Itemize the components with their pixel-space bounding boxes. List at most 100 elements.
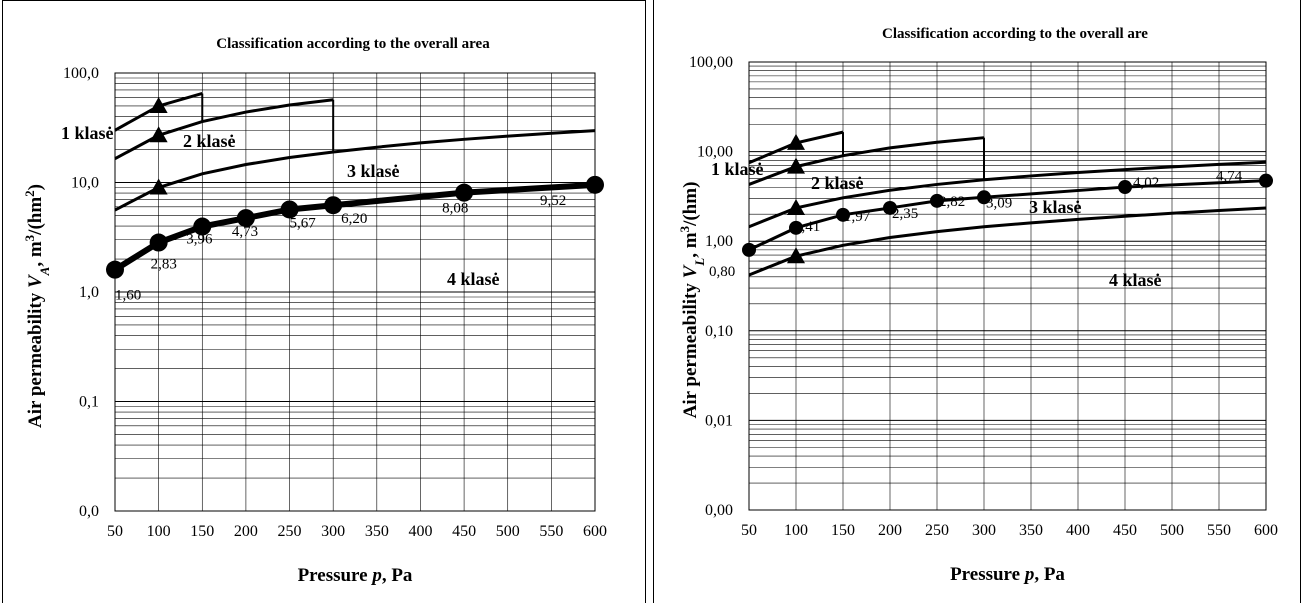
y-axis-title-part: /(hm): [680, 182, 701, 227]
y-axis-title-part: , m: [25, 241, 46, 267]
y-axis-title-part: V: [25, 274, 46, 288]
data-point: [236, 209, 255, 228]
y-axis-title-part: A: [37, 266, 52, 276]
data-label: 1,41: [794, 219, 820, 235]
chart-length-svg: Classification according to the overall …: [677, 26, 1279, 585]
x-axis-title: Pressure p, Pa: [950, 564, 1065, 585]
y-axis-title-part: Air permeability: [25, 288, 46, 428]
x-tick-label: 200: [878, 522, 902, 539]
y-tick-label: 0,10: [705, 323, 733, 340]
triangle-marker: [149, 126, 168, 143]
data-label: 2,82: [939, 194, 965, 210]
y-axis-title-part: 3: [677, 225, 692, 232]
data-label: 4,73: [232, 224, 258, 240]
chart-title: Classification according to the overall …: [882, 26, 1148, 42]
data-label: 8,08: [442, 201, 468, 217]
y-tick-label: 0,00: [705, 502, 733, 519]
triangle-marker: [149, 96, 168, 113]
class-label: 3 klasė: [347, 161, 400, 181]
y-tick-label: 1,00: [705, 233, 733, 250]
triangle-marker: [787, 198, 805, 215]
x-tick-label: 350: [1019, 522, 1043, 539]
y-tick-label: 10,00: [697, 144, 733, 161]
x-tick-label: 300: [972, 522, 996, 539]
class-label: 4 klasė: [447, 269, 500, 289]
x-axis-title-part: , Pa: [382, 565, 413, 586]
y-axis-title: Air permeability VL, m3/(hm): [677, 182, 707, 419]
x-tick-label: 150: [190, 523, 214, 540]
x-tick-label: 500: [1160, 522, 1184, 539]
y-axis-title-part: ): [25, 184, 46, 190]
x-tick-label: 600: [1254, 522, 1278, 539]
class-label: 2 klasė: [811, 173, 864, 193]
x-tick-label: 600: [583, 523, 607, 540]
x-tick-label: 450: [1113, 522, 1137, 539]
x-tick-label: 200: [234, 523, 258, 540]
x-tick-label: 350: [365, 523, 389, 540]
chart-title: Classification according to the overall …: [216, 36, 490, 52]
triangle-marker: [787, 247, 805, 264]
x-tick-label: 550: [539, 523, 563, 540]
y-tick-label: 0,01: [705, 412, 733, 429]
class-boundary-line: [748, 206, 1267, 277]
class-label: 1 klasė: [61, 123, 114, 143]
data-point: [280, 200, 299, 219]
x-tick-label: 150: [831, 522, 855, 539]
data-label: 6,20: [341, 211, 367, 227]
triangle-marker: [787, 157, 805, 174]
x-axis-title-part: , Pa: [1034, 564, 1065, 585]
y-tick-label: 0,1: [79, 394, 99, 411]
x-axis-title-part: Pressure: [950, 564, 1025, 585]
data-label: 5,67: [290, 215, 317, 231]
data-label: 1,60: [115, 288, 141, 304]
x-tick-label: 550: [1207, 522, 1231, 539]
x-axis-title-part: p: [1023, 564, 1035, 585]
data-point: [836, 207, 850, 222]
data-point: [742, 242, 756, 257]
y-axis-title-part: V: [680, 264, 701, 278]
x-tick-label: 500: [496, 523, 520, 540]
plot-area: [748, 61, 1267, 511]
x-tick-label: 50: [741, 522, 757, 539]
data-point: [930, 193, 944, 208]
data-label: 9,52: [540, 193, 566, 209]
data-label: 2,35: [892, 206, 918, 222]
data-point: [455, 183, 474, 202]
x-axis-title-part: p: [370, 565, 382, 586]
data-label: 4,74: [1216, 169, 1243, 185]
x-tick-label: 250: [925, 522, 949, 539]
x-axis-title-part: Pressure: [298, 565, 373, 586]
y-tick-label: 100,00: [689, 54, 733, 71]
data-point: [883, 200, 897, 215]
plot-area: [114, 72, 596, 512]
x-tick-label: 100: [784, 522, 808, 539]
x-tick-label: 100: [147, 523, 171, 540]
x-tick-label: 250: [278, 523, 302, 540]
y-axis-title-part: Air permeability: [680, 278, 701, 418]
y-axis-title: Air permeability VA, m3/(hm2): [22, 184, 52, 428]
x-axis-title: Pressure p, Pa: [298, 565, 413, 586]
x-tick-label: 450: [452, 523, 476, 540]
y-tick-label: 0,0: [79, 503, 99, 520]
y-axis-title-part: L: [692, 258, 707, 267]
y-axis-title-part: 2: [22, 190, 37, 197]
class-label: 4 klasė: [1109, 270, 1162, 290]
chart-panel-area: Classification according to the overall …: [2, 0, 646, 603]
y-axis-title-part: , m: [680, 232, 701, 258]
data-point: [149, 233, 168, 252]
data-label: 3,96: [186, 232, 213, 248]
data-point: [193, 217, 212, 236]
class-label: 1 klasė: [711, 159, 764, 179]
class-boundary-line: [114, 129, 596, 212]
x-tick-label: 300: [321, 523, 345, 540]
x-tick-label: 400: [408, 523, 432, 540]
triangle-marker: [787, 133, 805, 150]
data-label: 4,02: [1133, 175, 1159, 191]
data-point: [106, 260, 124, 279]
data-point: [1259, 173, 1273, 188]
chart-area-svg: Classification according to the overall …: [22, 36, 608, 586]
class-label: 2 klasė: [183, 131, 236, 151]
data-label: 0,80: [709, 264, 735, 280]
class-boundary-line: [748, 136, 985, 186]
class-boundary-line: [748, 160, 1267, 229]
